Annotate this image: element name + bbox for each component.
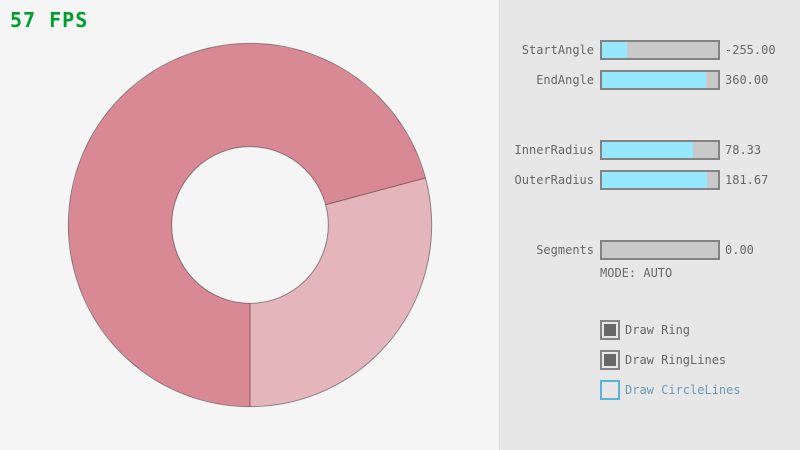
settings-panel: StartAngle -255.00 EndAngle 360.00 InnerRadi…	[500, 0, 800, 450]
slider-startangle[interactable]	[600, 40, 720, 60]
slider-fill-startangle	[602, 42, 628, 58]
check-mark-icon	[604, 354, 616, 366]
segments-mode-text: MODE: AUTO	[600, 266, 673, 280]
slider-label-segments: Segments	[536, 243, 594, 257]
slider-label-startangle: StartAngle	[521, 43, 594, 57]
ring-outline-outer	[67, 42, 433, 408]
checkbox-draw-ring[interactable]	[600, 320, 620, 340]
slider-value-startangle: -255.00	[725, 43, 776, 57]
slider-fill-outerradius	[602, 172, 708, 188]
slider-endangle[interactable]	[600, 70, 720, 90]
slider-outerradius[interactable]	[600, 170, 720, 190]
checkbox-draw-ringlines[interactable]	[600, 350, 620, 370]
slider-value-outerradius: 181.67	[725, 173, 769, 187]
panel-divider	[499, 0, 500, 450]
slider-label-innerradius: InnerRadius	[514, 143, 594, 157]
ring-outline-inner	[171, 146, 329, 304]
checkbox-label-draw-ring: Draw Ring	[625, 323, 691, 337]
fps-counter: 57 FPS	[10, 8, 89, 32]
check-mark-icon	[604, 324, 616, 336]
checkbox-label-draw-ringlines: Draw RingLines	[625, 353, 727, 367]
ring-chart	[67, 42, 433, 408]
slider-segments[interactable]	[600, 240, 720, 260]
slider-label-endangle: EndAngle	[536, 73, 594, 87]
checkbox-label-draw-circlelines: Draw CircleLines	[625, 383, 741, 397]
slider-value-endangle: 360.00	[725, 73, 769, 87]
slider-value-segments: 0.00	[725, 243, 754, 257]
ring-line-start	[325, 177, 426, 206]
checkbox-draw-circlelines[interactable]	[600, 380, 620, 400]
slider-value-innerradius: 78.33	[725, 143, 762, 157]
ring-hole	[171, 146, 329, 304]
slider-fill-innerradius	[602, 142, 693, 158]
ring-double-coverage	[68, 43, 426, 407]
slider-fill-endangle	[602, 72, 707, 88]
slider-label-outerradius: OuterRadius	[514, 173, 594, 187]
slider-innerradius[interactable]	[600, 140, 720, 160]
